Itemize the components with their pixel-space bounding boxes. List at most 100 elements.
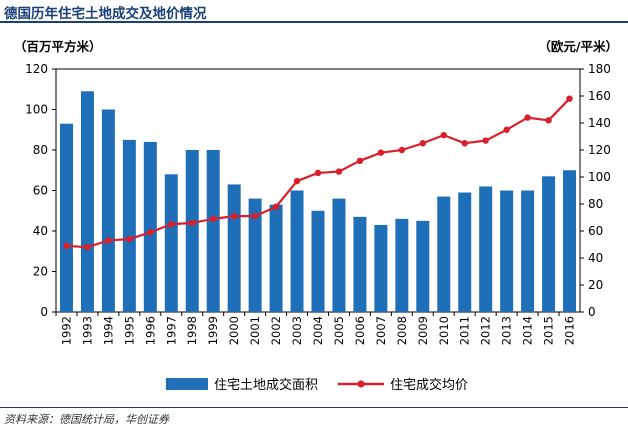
- left-axis-tick-label: 40: [33, 224, 48, 238]
- right-axis-tick-label: 20: [588, 278, 603, 292]
- bar-2011: [458, 192, 472, 312]
- title-divider: [0, 21, 628, 23]
- left-axis-tick-label: 20: [33, 265, 48, 279]
- bar-1998: [185, 150, 199, 312]
- x-axis-tick-label: 1992: [59, 316, 73, 345]
- price-point-1994: [105, 237, 112, 244]
- x-axis-tick-label: 1996: [143, 316, 157, 345]
- left-axis-unit-label: （百万平方米）: [14, 39, 102, 54]
- x-axis-tick-label: 2004: [311, 316, 325, 345]
- price-point-2009: [419, 140, 426, 147]
- x-axis-tick-label: 2009: [416, 316, 430, 345]
- bar-2000: [227, 184, 241, 312]
- price-point-2014: [524, 114, 531, 121]
- left-axis-tick-label: 120: [25, 62, 48, 76]
- x-axis-tick-label: 2015: [542, 316, 556, 345]
- x-axis-tick-label: 2002: [269, 316, 283, 345]
- bar-2010: [437, 196, 451, 312]
- price-point-1999: [210, 215, 217, 223]
- price-point-2006: [356, 157, 364, 164]
- bar-2013: [500, 190, 514, 312]
- bar-2003: [290, 190, 304, 312]
- price-point-2001: [251, 212, 259, 220]
- bar-2001: [248, 198, 262, 312]
- x-axis-tick-label: 1998: [185, 316, 199, 345]
- source-divider: [0, 407, 628, 408]
- right-axis-tick-label: 80: [588, 197, 603, 211]
- right-axis-tick-label: 100: [588, 170, 611, 184]
- x-axis-tick-label: 2014: [521, 316, 535, 345]
- right-axis-tick-label: 60: [588, 224, 603, 238]
- right-axis-tick-label: 120: [588, 143, 611, 157]
- price-point-2007: [377, 149, 385, 156]
- price-point-2005: [335, 168, 343, 175]
- bar-2002: [269, 204, 283, 312]
- bar-1999: [206, 150, 220, 312]
- price-point-2008: [398, 146, 406, 154]
- x-axis-tick-label: 2001: [248, 316, 262, 345]
- price-point-2002: [272, 203, 280, 210]
- bar-1997: [164, 174, 178, 312]
- bar-2015: [542, 176, 556, 312]
- legend-bar-label: 住宅土地成交面积: [214, 377, 318, 393]
- right-axis-tick-label: 140: [588, 116, 611, 130]
- bar-1996: [143, 141, 157, 312]
- bar-2007: [374, 224, 388, 312]
- legend-line-label: 住宅成交均价: [390, 377, 468, 393]
- right-axis-tick-label: 40: [588, 251, 603, 265]
- bar-2004: [311, 210, 325, 312]
- price-point-2016: [566, 95, 573, 102]
- x-axis-tick-label: 1993: [80, 316, 94, 345]
- x-axis-tick-label: 1997: [164, 316, 178, 345]
- x-axis-tick-label: 2010: [437, 316, 451, 345]
- left-axis-tick-label: 80: [33, 143, 48, 157]
- left-axis-tick-label: 60: [33, 184, 48, 198]
- right-axis-unit-label: （欧元/平米）: [538, 39, 618, 54]
- bar-2006: [353, 216, 367, 312]
- x-axis-tick-label: 2008: [395, 316, 409, 345]
- bar-1992: [59, 123, 73, 312]
- price-point-2004: [314, 169, 322, 177]
- price-point-1993: [84, 244, 91, 251]
- price-point-1996: [147, 229, 154, 236]
- x-axis-tick-label: 2011: [458, 316, 472, 345]
- bar-2005: [332, 198, 346, 312]
- price-point-2000: [230, 212, 238, 220]
- price-point-2011: [461, 140, 468, 147]
- x-axis-tick-label: 2005: [332, 316, 346, 345]
- bar-1995: [122, 139, 136, 312]
- source-note: 资料来源：德国统计局，华创证券: [4, 413, 169, 426]
- price-point-1997: [168, 221, 175, 228]
- legend-line-marker: [357, 380, 365, 388]
- x-axis-tick-label: 1995: [122, 316, 136, 345]
- bar-2009: [416, 220, 430, 312]
- right-axis-tick-label: 180: [588, 62, 611, 76]
- bar-2016: [563, 170, 577, 312]
- bar-2008: [395, 218, 409, 312]
- price-point-1992: [63, 242, 70, 250]
- x-axis-tick-label: 1994: [101, 316, 115, 345]
- right-axis-tick-label: 0: [588, 305, 596, 319]
- x-axis-tick-label: 2007: [374, 316, 388, 345]
- bar-2012: [479, 186, 493, 312]
- x-axis-tick-label: 2016: [563, 316, 577, 345]
- price-point-2015: [545, 117, 552, 124]
- x-axis-tick-label: 2012: [479, 316, 493, 345]
- price-point-1998: [189, 219, 196, 227]
- right-axis-tick-label: 160: [588, 89, 611, 103]
- price-point-2013: [503, 126, 510, 133]
- price-point-2003: [293, 177, 301, 185]
- x-axis-tick-label: 2003: [290, 316, 304, 345]
- x-axis-tick-label: 2006: [353, 316, 367, 345]
- x-axis-tick-label: 2013: [500, 316, 514, 345]
- bar-1994: [101, 109, 115, 312]
- left-axis-tick-label: 100: [25, 103, 48, 117]
- x-axis-tick-label: 2000: [227, 316, 241, 345]
- chart-title: 德国历年住宅土地成交及地价情况: [4, 6, 207, 22]
- price-point-1995: [126, 235, 133, 243]
- bar-1993: [80, 91, 94, 313]
- bar-2014: [521, 190, 535, 312]
- legend-bar-swatch: [166, 378, 208, 390]
- left-axis-tick-label: 0: [40, 305, 48, 319]
